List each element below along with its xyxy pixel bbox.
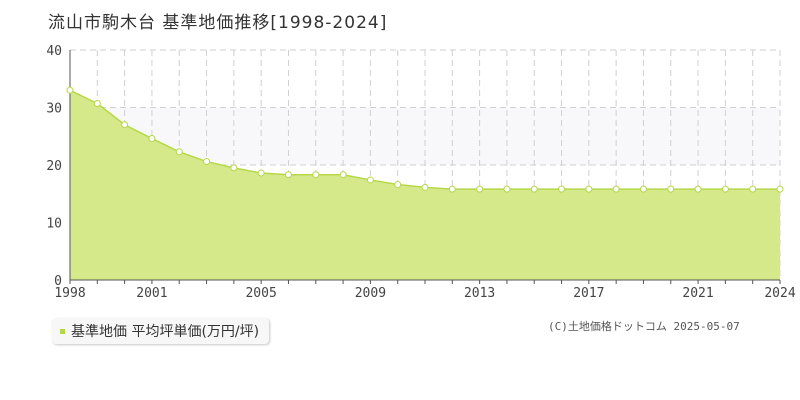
data-point [503,185,511,193]
data-point [312,171,320,179]
data-point [148,135,156,143]
x-tick-label: 2005 [245,286,276,301]
data-point [721,185,729,193]
legend: 基準地価 平均坪単価(万円/坪) [52,318,270,344]
data-point [394,181,402,189]
data-point [66,86,74,94]
data-point [203,158,211,166]
data-point [585,185,593,193]
x-tick-label: 2009 [355,286,386,301]
data-point [257,169,265,177]
data-point [749,185,757,193]
legend-swatch [60,328,65,334]
y-tick-label: 20 [46,159,62,174]
data-point [694,185,702,193]
data-point [530,185,538,193]
data-point [175,148,183,156]
data-point [421,183,429,191]
data-point [639,185,647,193]
data-point [558,185,566,193]
x-tick-label: 2024 [764,286,795,301]
data-point [230,164,238,172]
x-tick-label: 2013 [464,286,495,301]
data-point [448,185,456,193]
data-point [366,176,374,184]
x-tick-label: 2001 [136,286,167,301]
y-tick-label: 40 [46,44,62,59]
chart-title: 流山市駒木台 基準地価推移[1998-2024] [48,13,388,33]
x-tick-label: 2021 [682,286,713,301]
data-point [667,185,675,193]
data-point [93,99,101,107]
data-point [776,185,784,193]
plot-band [70,50,780,108]
data-point [476,185,484,193]
legend-label: 基準地価 平均坪単価(万円/坪) [71,324,260,340]
y-tick-label: 0 [54,274,62,289]
x-tick-label: 1998 [54,286,85,301]
copyright-credit: (C)土地価格ドットコム 2025-05-07 [548,320,740,333]
data-point [284,171,292,179]
data-point [612,185,620,193]
data-point [339,171,347,179]
y-tick-label: 30 [46,102,62,117]
y-tick-label: 10 [46,217,62,232]
data-point [121,121,129,129]
x-tick-label: 2017 [573,286,604,301]
series-area [70,90,780,280]
